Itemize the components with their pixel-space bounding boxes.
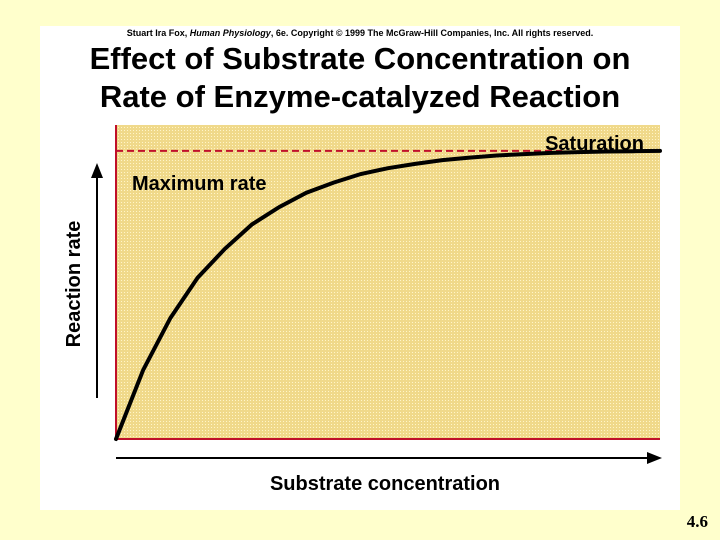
slide-number: 4.6 bbox=[686, 512, 708, 531]
plot-area bbox=[116, 125, 660, 439]
x-arrow-head bbox=[647, 452, 662, 464]
saturation-label: Saturation bbox=[545, 133, 644, 155]
x-axis-label: Substrate concentration bbox=[270, 473, 500, 495]
y-axis-label: Reaction rate bbox=[63, 221, 85, 348]
copyright-notice: Stuart Ira Fox, Human Physiology, 6e. Co… bbox=[126, 28, 594, 38]
y-arrow-head bbox=[91, 163, 103, 178]
chart-title-line2: Rate of Enzyme-catalyzed Reaction bbox=[99, 79, 621, 114]
max-rate-label: Maximum rate bbox=[132, 173, 267, 195]
chart-title: Effect of Substrate Concentration on Rate… bbox=[0, 40, 720, 116]
chart-title-line1: Effect of Substrate Concentration on bbox=[89, 41, 631, 76]
rate-curve bbox=[114, 148, 662, 441]
